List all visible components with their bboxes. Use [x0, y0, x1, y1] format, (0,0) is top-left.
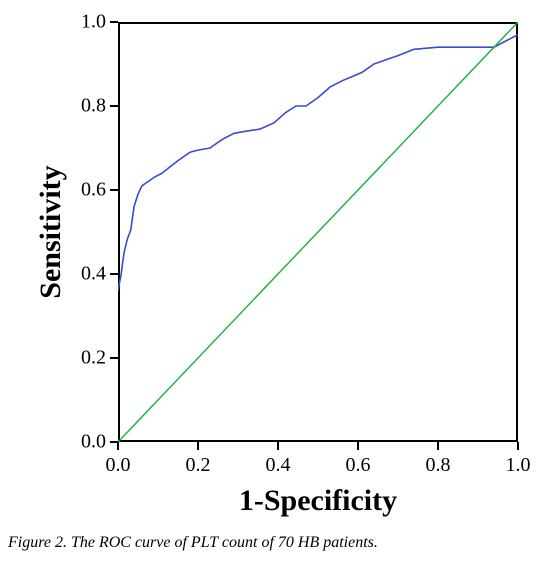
series-line [118, 35, 518, 291]
y-tick-mark [110, 441, 118, 443]
x-tick-label: 0.2 [186, 454, 211, 477]
x-tick-mark [437, 442, 439, 450]
x-tick-mark [277, 442, 279, 450]
x-tick-label: 0.6 [346, 454, 371, 477]
x-tick-label: 0.4 [266, 454, 291, 477]
y-tick-label: 0.2 [68, 347, 106, 370]
y-tick-mark [110, 21, 118, 23]
x-tick-label: 0.0 [106, 454, 131, 477]
figure-caption: Figure 2. The ROC curve of PLT count of … [8, 534, 378, 552]
y-tick-label: 0.4 [68, 263, 106, 286]
y-tick-mark [110, 189, 118, 191]
y-axis-title: Sensitivity [34, 22, 68, 442]
x-tick-mark [117, 442, 119, 450]
y-tick-label: 0.6 [68, 179, 106, 202]
y-tick-label: 0.0 [68, 431, 106, 454]
x-tick-mark [197, 442, 199, 450]
y-tick-mark [110, 273, 118, 275]
x-tick-label: 1.0 [506, 454, 531, 477]
y-tick-mark [110, 105, 118, 107]
x-axis-title: 1-Specificity [118, 484, 518, 518]
y-tick-label: 0.8 [68, 95, 106, 118]
x-tick-mark [357, 442, 359, 450]
y-tick-mark [110, 357, 118, 359]
y-tick-label: 1.0 [68, 11, 106, 34]
figure-container: Sensitivity 1-Specificity Figure 2. The … [0, 0, 547, 579]
x-tick-mark [517, 442, 519, 450]
x-tick-label: 0.8 [426, 454, 451, 477]
series-line [118, 22, 518, 442]
